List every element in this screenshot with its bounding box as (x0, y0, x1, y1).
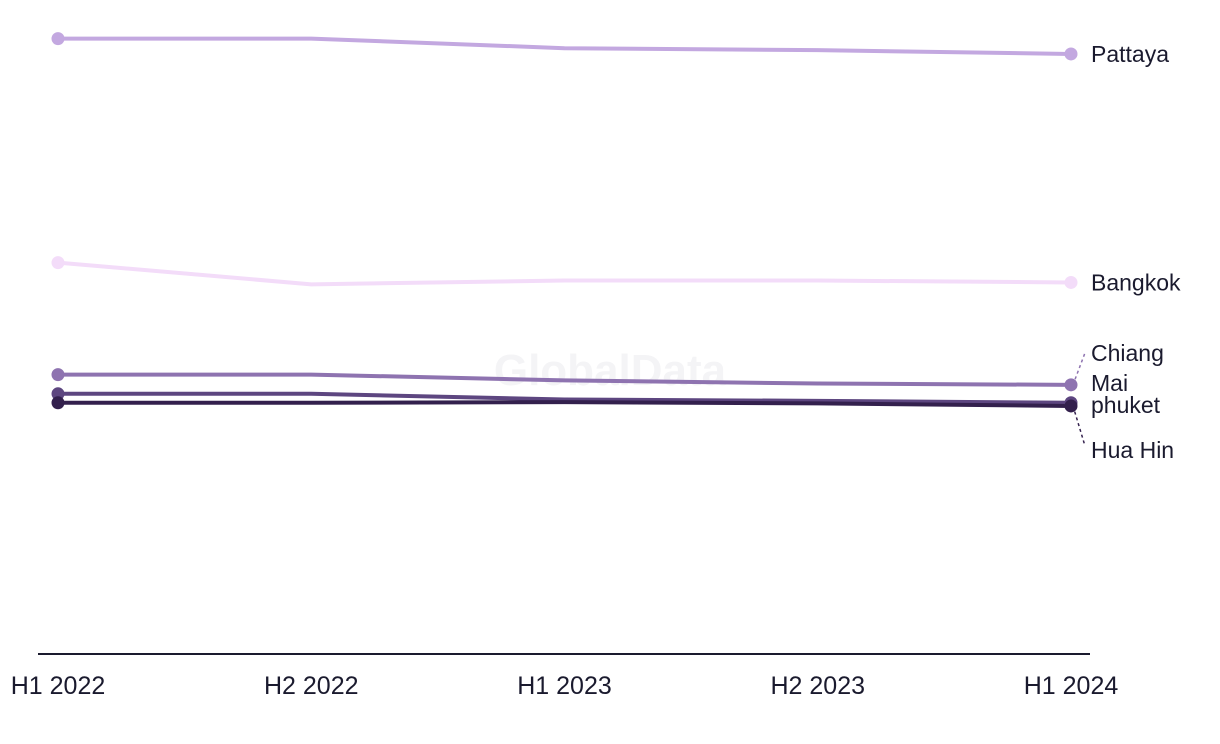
data-point-hua-hin-start (51, 396, 65, 410)
data-point-pattaya-start (51, 32, 65, 46)
x-tick-label: H2 2023 (770, 672, 865, 700)
series-line-phuket (58, 391, 1072, 405)
series-label-pattaya: Pattaya (1091, 41, 1169, 67)
series-line-bangkok (57, 260, 1072, 287)
data-point-pattaya-end (1064, 47, 1078, 61)
series-points (51, 32, 1078, 413)
watermark: GlobalData (494, 346, 727, 395)
series-label-chiang-mai: Chiang Mai (1091, 340, 1164, 396)
data-point-chiang-mai-start (51, 368, 65, 382)
series-line-hua-hin (58, 400, 1072, 408)
series-lines (57, 36, 1072, 408)
data-point-bangkok-start (51, 256, 65, 270)
data-point-hua-hin-end (1064, 399, 1078, 413)
x-tick-label: H2 2022 (264, 672, 359, 700)
series-line-chiang-mai (58, 372, 1072, 387)
x-tick-label: H1 2024 (1024, 672, 1119, 700)
series-label-hua-hin: Hua Hin (1091, 437, 1174, 463)
x-tick-label: H1 2023 (517, 672, 612, 700)
data-point-chiang-mai-end (1064, 378, 1078, 392)
x-tick-label: H1 2022 (11, 672, 106, 700)
x-tick-labels: H1 2022 H2 2022 H1 2023 H2 2023 H1 2024 (11, 672, 1119, 700)
label-leader-hua-hin (1072, 405, 1086, 447)
series-label-bangkok: Bangkok (1091, 269, 1181, 295)
data-point-bangkok-end (1064, 275, 1078, 289)
series-label-phuket: phuket (1091, 392, 1161, 418)
series-line-pattaya (58, 36, 1072, 56)
data-point-phuket-start (51, 387, 65, 401)
